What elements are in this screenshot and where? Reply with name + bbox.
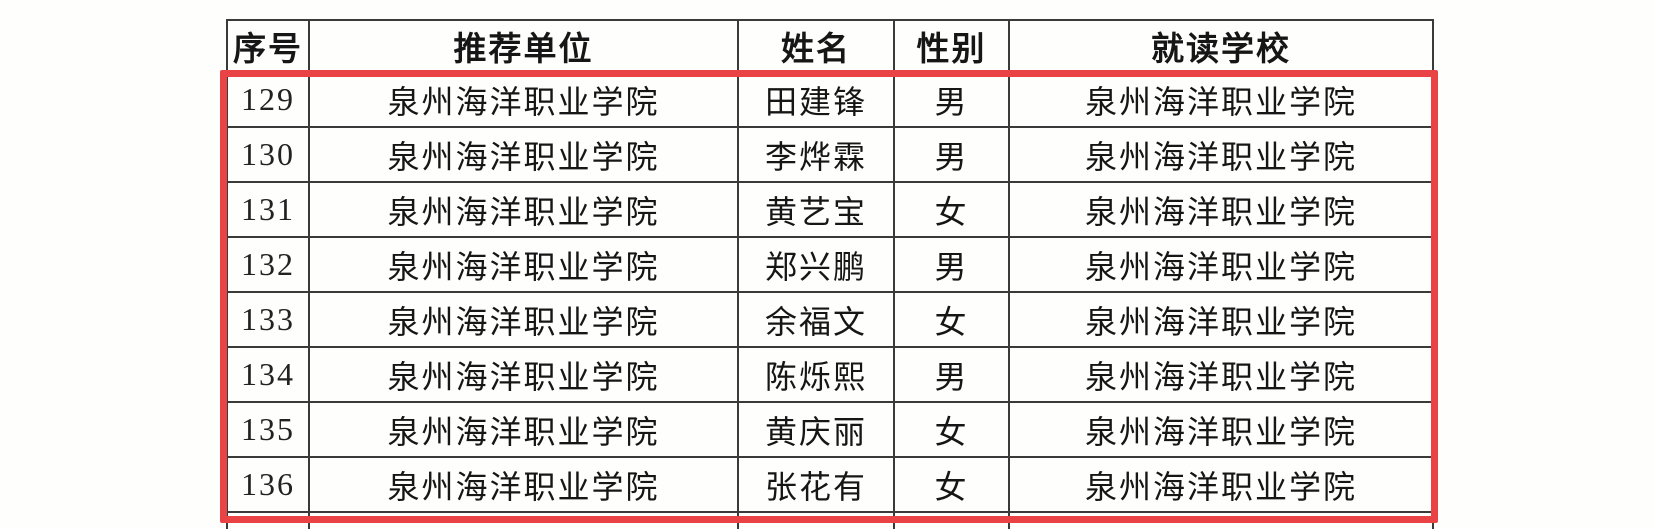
cell-gender: 男 xyxy=(893,346,1010,403)
partial-cell xyxy=(737,511,895,529)
cell-recommending-unit: 泉州海洋职业学院 xyxy=(308,126,739,183)
cell-recommending-unit: 泉州海洋职业学院 xyxy=(308,181,739,238)
header-name: 姓名 xyxy=(737,19,895,73)
header-recommending-unit: 推荐单位 xyxy=(308,19,739,73)
cell-recommending-unit: 泉州海洋职业学院 xyxy=(308,401,739,458)
cell-serial-number: 129 xyxy=(226,71,310,128)
partial-cell xyxy=(308,511,739,529)
cell-gender: 女 xyxy=(893,456,1010,513)
cell-school: 泉州海洋职业学院 xyxy=(1008,456,1434,513)
table-data-body: 129 泉州海洋职业学院 田建锋 男 泉州海洋职业学院 130 泉州海洋职业学院… xyxy=(226,71,1434,513)
cell-name: 李烨霖 xyxy=(737,126,895,183)
cell-serial-number: 135 xyxy=(226,401,310,458)
partial-cell xyxy=(226,511,310,529)
cell-serial-number: 132 xyxy=(226,236,310,293)
cell-recommending-unit: 泉州海洋职业学院 xyxy=(308,346,739,403)
student-roster-table: 序号 推荐单位 姓名 性别 就读学校 129 泉州海洋职业学院 田建锋 男 泉州… xyxy=(226,19,1434,529)
table-row: 133 泉州海洋职业学院 余福文 女 泉州海洋职业学院 xyxy=(226,291,1434,348)
cell-gender: 女 xyxy=(893,291,1010,348)
table-row: 129 泉州海洋职业学院 田建锋 男 泉州海洋职业学院 xyxy=(226,71,1434,128)
cell-school: 泉州海洋职业学院 xyxy=(1008,236,1434,293)
cell-serial-number: 130 xyxy=(226,126,310,183)
cell-school: 泉州海洋职业学院 xyxy=(1008,401,1434,458)
cell-recommending-unit: 泉州海洋职业学院 xyxy=(308,456,739,513)
cell-serial-number: 134 xyxy=(226,346,310,403)
cell-school: 泉州海洋职业学院 xyxy=(1008,126,1434,183)
table-row: 132 泉州海洋职业学院 郑兴鹏 男 泉州海洋职业学院 xyxy=(226,236,1434,293)
cell-name: 郑兴鹏 xyxy=(737,236,895,293)
table-row: 134 泉州海洋职业学院 陈烁熙 男 泉州海洋职业学院 xyxy=(226,346,1434,403)
cell-name: 黄艺宝 xyxy=(737,181,895,238)
cell-school: 泉州海洋职业学院 xyxy=(1008,291,1434,348)
header-gender: 性别 xyxy=(893,19,1010,73)
cell-gender: 女 xyxy=(893,401,1010,458)
cell-recommending-unit: 泉州海洋职业学院 xyxy=(308,71,739,128)
cell-school: 泉州海洋职业学院 xyxy=(1008,181,1434,238)
partial-cell xyxy=(1008,511,1434,529)
cell-recommending-unit: 泉州海洋职业学院 xyxy=(308,291,739,348)
table-row: 130 泉州海洋职业学院 李烨霖 男 泉州海洋职业学院 xyxy=(226,126,1434,183)
cell-gender: 男 xyxy=(893,236,1010,293)
cell-gender: 女 xyxy=(893,181,1010,238)
cell-name: 黄庆丽 xyxy=(737,401,895,458)
table-row: 135 泉州海洋职业学院 黄庆丽 女 泉州海洋职业学院 xyxy=(226,401,1434,458)
partial-cell xyxy=(893,511,1010,529)
cell-serial-number: 136 xyxy=(226,456,310,513)
cell-gender: 男 xyxy=(893,71,1010,128)
cell-name: 陈烁熙 xyxy=(737,346,895,403)
header-row: 序号 推荐单位 姓名 性别 就读学校 xyxy=(226,19,1434,73)
cell-name: 余福文 xyxy=(737,291,895,348)
cell-school: 泉州海洋职业学院 xyxy=(1008,71,1434,128)
header-school: 就读学校 xyxy=(1008,19,1434,73)
cell-school: 泉州海洋职业学院 xyxy=(1008,346,1434,403)
cell-serial-number: 131 xyxy=(226,181,310,238)
table-row: 136 泉州海洋职业学院 张花有 女 泉州海洋职业学院 xyxy=(226,456,1434,513)
cell-serial-number: 133 xyxy=(226,291,310,348)
table-row: 131 泉州海洋职业学院 黄艺宝 女 泉州海洋职业学院 xyxy=(226,181,1434,238)
partial-row xyxy=(226,511,1434,529)
cell-name: 田建锋 xyxy=(737,71,895,128)
cell-name: 张花有 xyxy=(737,456,895,513)
cell-gender: 男 xyxy=(893,126,1010,183)
table-partial-next-row xyxy=(226,511,1434,529)
header-serial-number: 序号 xyxy=(226,19,310,73)
cell-recommending-unit: 泉州海洋职业学院 xyxy=(308,236,739,293)
